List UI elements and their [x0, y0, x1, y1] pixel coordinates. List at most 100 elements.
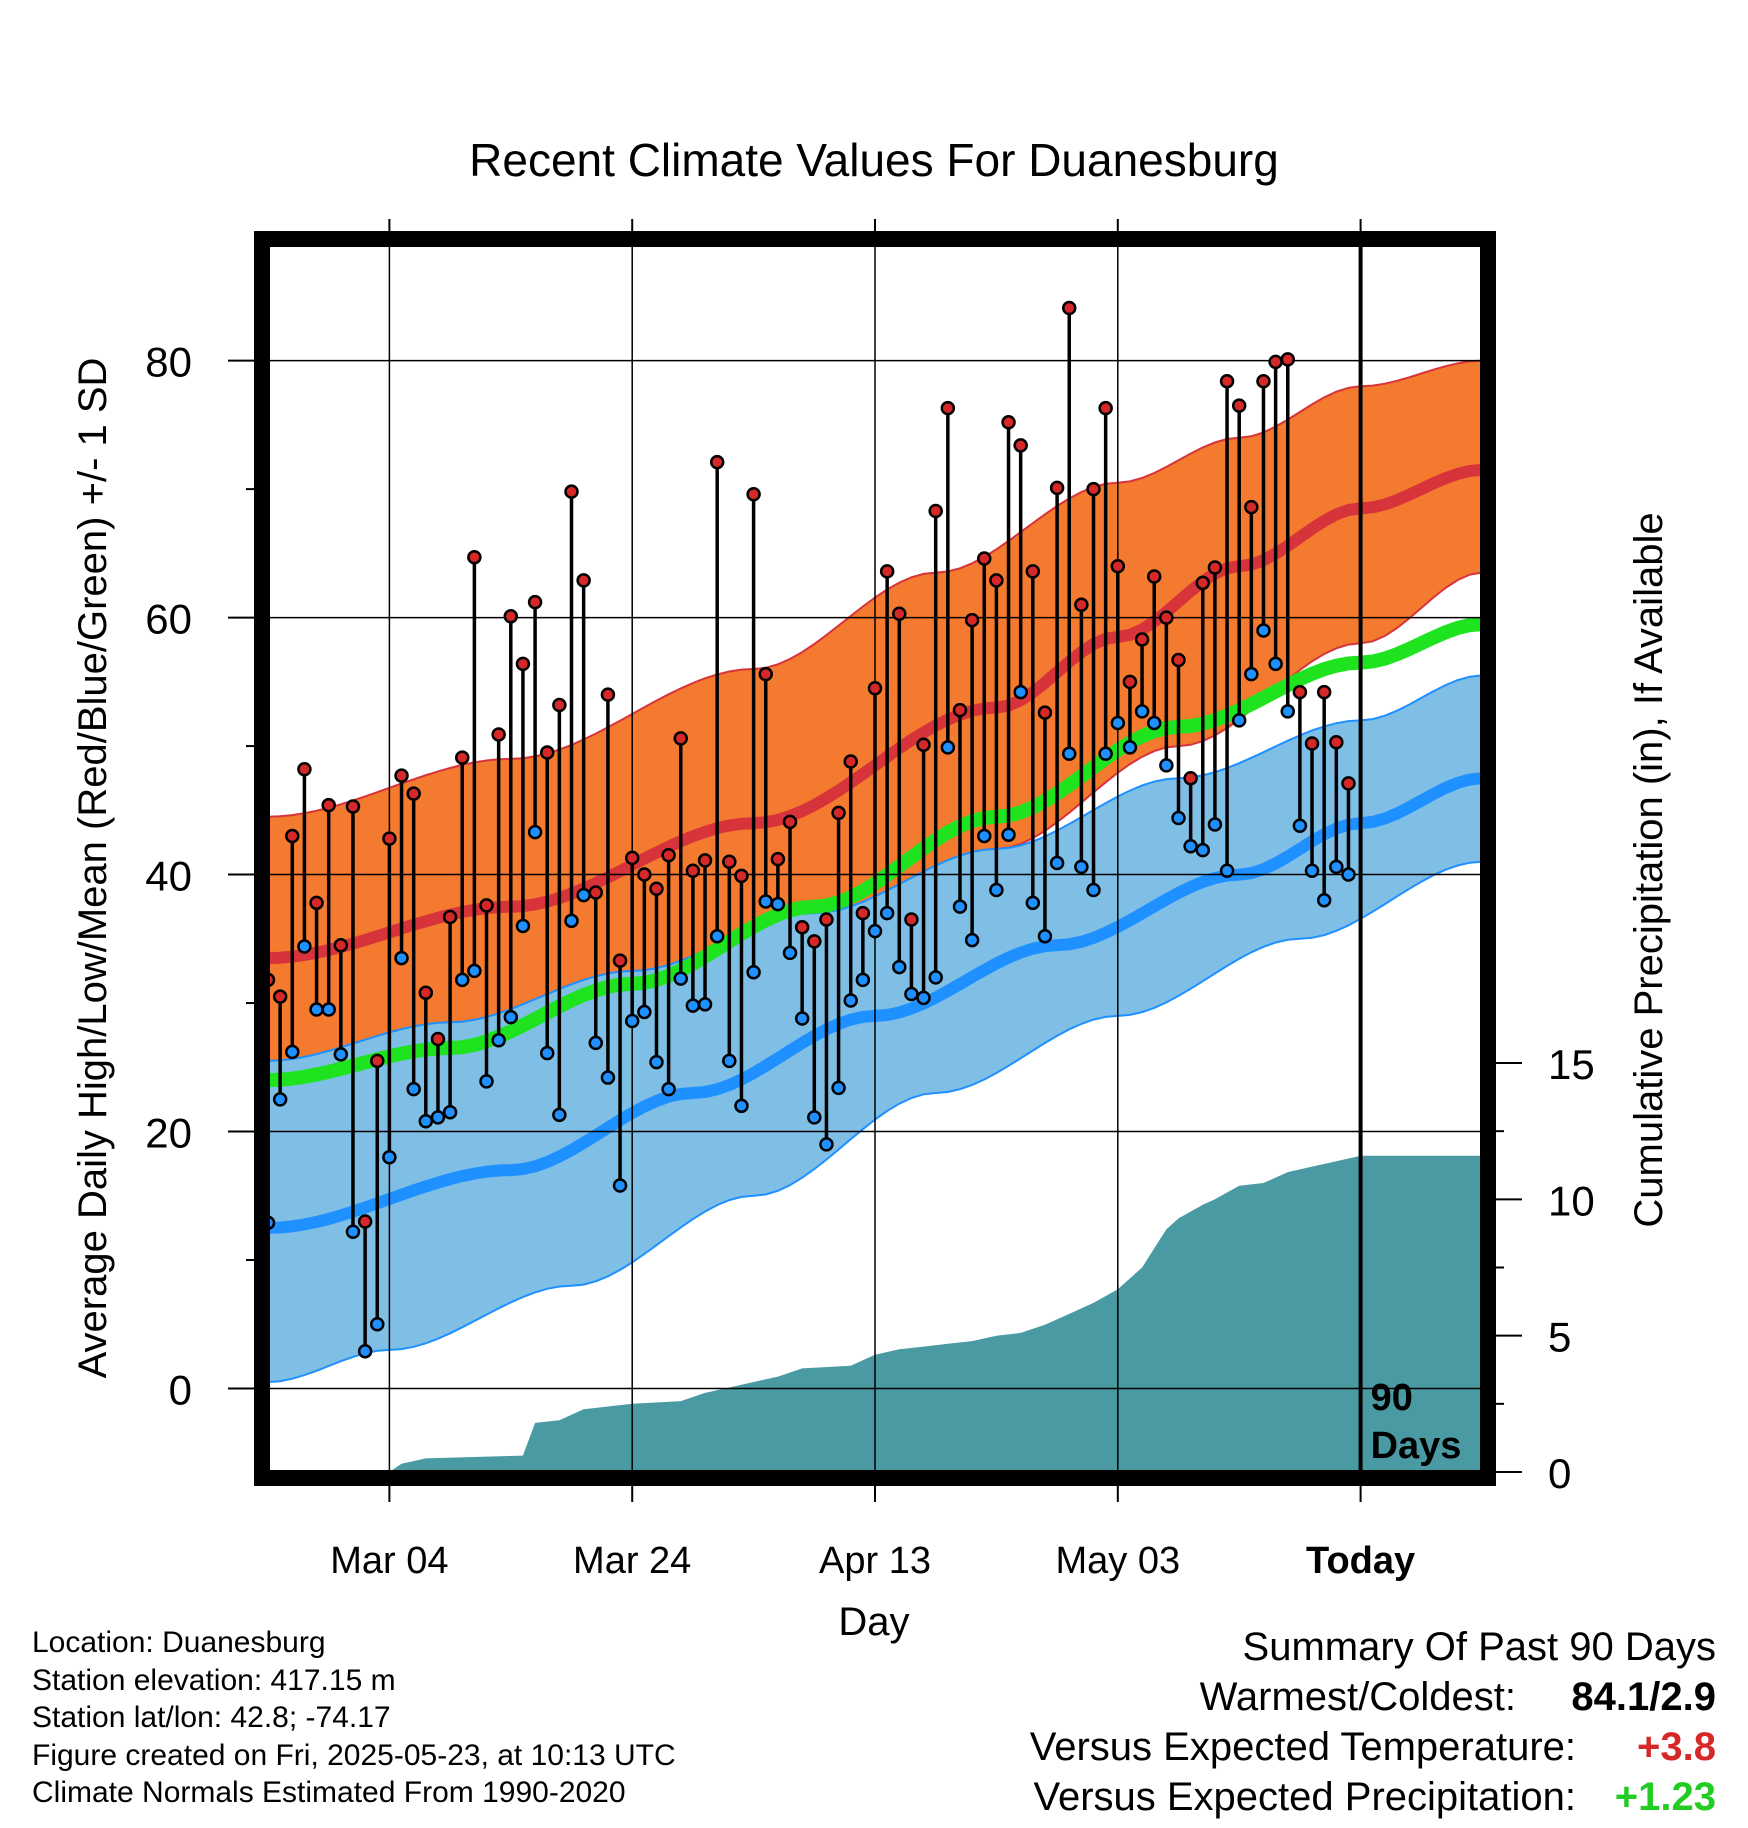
daily-low-point	[1159, 758, 1174, 773]
y2-axis-label: Cumulative Precipitation (in), If Availa…	[1627, 512, 1671, 1227]
today-days-label: 90	[1371, 1377, 1413, 1419]
daily-low-point	[527, 824, 543, 840]
daily-high-point	[564, 484, 579, 499]
daily-high-point	[977, 551, 992, 566]
daily-low-point	[285, 1044, 300, 1060]
daily-low-point	[552, 1107, 567, 1123]
daily-high-point	[382, 831, 397, 846]
daily-low-point	[855, 972, 871, 988]
daily-high-point	[1268, 354, 1283, 370]
daily-high-point	[1280, 352, 1296, 367]
daily-low-point	[1219, 863, 1235, 878]
precipitation-anomaly-label: Versus Expected Precipitation:	[1033, 1775, 1576, 1819]
precipitation-area	[268, 1155, 1482, 1472]
y-tick-label: 80	[145, 339, 192, 386]
daily-high-point	[1159, 610, 1174, 625]
daily-low-point	[1001, 827, 1016, 842]
daily-low-point	[624, 1013, 640, 1029]
y-tick-label: 0	[169, 1366, 192, 1413]
daily-high-point	[637, 867, 652, 882]
daily-low-point	[734, 1098, 749, 1114]
y2-tick-label: 10	[1548, 1177, 1595, 1224]
daily-high-point	[746, 487, 761, 502]
daily-high-point	[770, 851, 786, 867]
station-latlon: Station lat/lon: 42.8; -74.17	[32, 1701, 391, 1734]
daily-high-point	[831, 805, 846, 821]
daily-low-point	[673, 971, 689, 986]
daily-low-point	[588, 1035, 604, 1051]
daily-high-point	[916, 737, 931, 753]
daily-low-point	[1341, 867, 1356, 882]
daily-low-point	[321, 1002, 336, 1017]
daily-low-point	[418, 1113, 434, 1129]
chart-title: Recent Climate Values For Duanesburg	[469, 134, 1279, 186]
daily-high-point	[321, 797, 336, 813]
y-tick-label: 20	[145, 1110, 192, 1157]
daily-high-point	[928, 503, 943, 519]
daily-high-point	[819, 912, 834, 927]
daily-low-point	[1110, 715, 1126, 731]
daily-high-point	[685, 863, 701, 878]
summary-panel: Summary Of Past 90 Days Warmest/Coldest:…	[1030, 1622, 1716, 1822]
daily-high-point	[1219, 373, 1235, 389]
daily-high-point	[467, 549, 482, 565]
warmest-coldest-label: Warmest/Coldest:	[1199, 1675, 1516, 1719]
daily-low-point	[843, 993, 858, 1008]
station-info: Location: Duanesburg Station elevation: …	[32, 1624, 676, 1812]
daily-low-point	[879, 905, 895, 921]
daily-high-point	[503, 609, 519, 624]
daily-high-point	[1025, 564, 1041, 579]
daily-low-point	[1195, 842, 1211, 858]
daily-high-point	[624, 850, 640, 866]
daily-high-point	[1086, 481, 1101, 497]
warmest-coldest-value: 84.1/2.9	[1571, 1675, 1716, 1719]
daily-low-point	[1061, 746, 1077, 762]
daily-high-point	[952, 702, 968, 718]
y-tick-label: 40	[145, 853, 192, 900]
daily-low-point	[345, 1224, 361, 1239]
daily-low-point	[454, 972, 470, 988]
daily-low-point	[1268, 656, 1283, 672]
y2-tick-label: 15	[1548, 1041, 1595, 1088]
daily-high-point	[989, 573, 1004, 588]
daily-low-point	[770, 896, 786, 912]
daily-high-point	[1037, 705, 1053, 720]
precipitation-anomaly-value: +1.23	[1614, 1775, 1716, 1819]
daily-low-point	[722, 1053, 737, 1069]
daily-high-point	[673, 731, 689, 746]
daily-high-point	[576, 573, 591, 588]
today-days-label: Days	[1371, 1425, 1462, 1467]
daily-low-point	[1231, 713, 1247, 728]
daily-high-point	[782, 814, 798, 830]
daily-high-point	[515, 656, 531, 672]
daily-low-point	[357, 1343, 373, 1359]
daily-high-point	[285, 828, 300, 844]
daily-low-point	[1134, 704, 1150, 719]
daily-low-point	[1146, 715, 1162, 731]
daily-high-point	[479, 898, 494, 913]
daily-high-point	[843, 754, 858, 769]
daily-high-point	[758, 666, 773, 682]
daily-high-point	[1013, 438, 1028, 453]
daily-low-point	[819, 1137, 834, 1152]
daily-low-point	[1304, 863, 1320, 878]
daily-low-point	[394, 950, 409, 966]
daily-low-point	[479, 1074, 494, 1089]
daily-high-point	[1207, 560, 1223, 575]
daily-low-point	[1244, 666, 1259, 682]
daily-high-point	[1001, 415, 1016, 430]
daily-high-point	[539, 745, 555, 760]
daily-high-point	[1061, 300, 1077, 316]
temperature-anomaly-label: Versus Expected Temperature:	[1029, 1725, 1576, 1769]
daily-high-point	[1171, 652, 1186, 668]
daily-low-point	[1207, 817, 1223, 832]
daily-low-point	[649, 1054, 664, 1070]
daily-low-point	[807, 1110, 822, 1125]
daily-low-point	[430, 1110, 446, 1125]
y-tick-label: 60	[145, 596, 192, 643]
daily-low-point	[1013, 684, 1028, 700]
daily-high-point	[879, 564, 895, 579]
daily-low-point	[600, 1070, 616, 1085]
daily-low-point	[661, 1081, 676, 1097]
daily-low-point	[904, 986, 919, 1002]
